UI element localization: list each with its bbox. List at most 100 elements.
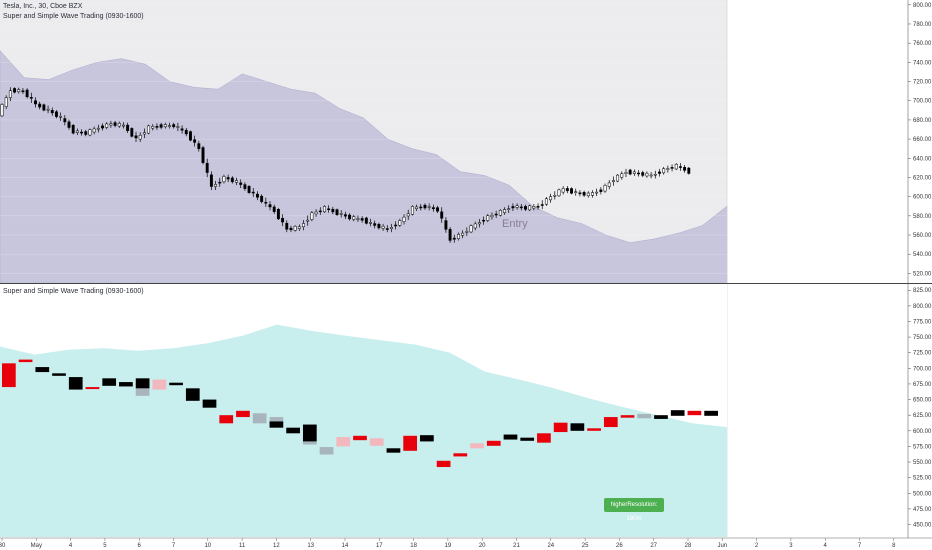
top-axis-label: 640.00 <box>913 156 932 162</box>
price-candle <box>168 125 171 127</box>
price-candle <box>239 182 243 185</box>
price-candle <box>524 206 527 210</box>
price-candle <box>607 182 611 187</box>
price-candle <box>687 167 691 174</box>
price-candle <box>205 162 209 173</box>
ha-block <box>68 377 83 390</box>
price-candle <box>645 172 649 177</box>
price-candle <box>457 233 460 239</box>
top-wave-band <box>0 50 728 284</box>
time-axis-label: 12 <box>273 543 280 549</box>
ha-block <box>102 378 117 386</box>
price-candle <box>507 208 511 210</box>
time-axis-label: 18 <box>410 543 417 549</box>
time-axis-label: 8 <box>892 543 896 549</box>
time-axis-label: 14 <box>342 543 349 549</box>
bottom-axis-label: 800.00 <box>913 304 932 310</box>
bottom-axis-label: 650.00 <box>913 398 932 404</box>
price-candle <box>117 123 121 127</box>
price-candle <box>402 216 406 222</box>
price-candle <box>180 128 184 131</box>
bottom-axis-label: 775.00 <box>913 319 932 325</box>
time-axis-label: May <box>31 543 42 549</box>
bottom-indicator-title: Super and Simple Wave Trading (0930-1600… <box>3 288 144 295</box>
price-candle <box>436 207 439 212</box>
price-candle <box>586 192 590 197</box>
ha-block <box>486 440 501 446</box>
bottom-axis-label: 600.00 <box>913 429 932 435</box>
ha-wick-block <box>152 379 167 385</box>
price-candle <box>285 222 289 230</box>
ha-block <box>152 384 167 390</box>
ha-block <box>18 359 33 363</box>
price-candle <box>42 104 46 111</box>
price-candle <box>360 218 364 221</box>
price-candle <box>268 204 272 208</box>
ha-tail-block <box>269 417 284 422</box>
price-candle <box>163 124 167 128</box>
price-candle <box>243 184 247 189</box>
price-candle <box>75 130 79 133</box>
price-candle <box>67 121 71 128</box>
time-axis-label: 7 <box>858 543 862 549</box>
price-candle <box>591 192 594 196</box>
price-candle <box>599 189 603 192</box>
bottom-axis-label: 725.00 <box>913 351 932 357</box>
price-candle <box>477 222 481 225</box>
bottom-axis-label: 700.00 <box>913 366 932 372</box>
ha-tail-block <box>302 441 317 445</box>
price-candle <box>197 143 201 149</box>
ha-block <box>386 448 401 453</box>
time-axis-label: 4 <box>69 543 73 549</box>
price-candle <box>314 211 318 215</box>
price-candle <box>71 124 75 134</box>
top-axis-label: 780.00 <box>913 22 932 28</box>
price-candle <box>427 206 431 208</box>
ha-block <box>470 443 484 449</box>
top-axis-label: 680.00 <box>913 118 932 124</box>
price-candle <box>209 174 213 187</box>
price-candle <box>473 223 477 229</box>
bottom-axis-label: 675.00 <box>913 382 932 388</box>
price-candle <box>151 126 155 129</box>
price-candle <box>683 167 687 171</box>
time-axis-label: 19 <box>445 543 452 549</box>
price-candle <box>335 209 339 215</box>
price-candle <box>214 184 218 187</box>
top-axis-label: 620.00 <box>913 175 932 181</box>
symbol-title: Tesla, Inc., 30, Cboe BZX <box>3 3 83 10</box>
price-candle <box>184 129 188 135</box>
price-candle <box>553 195 557 197</box>
price-candle <box>281 218 285 223</box>
ha-block <box>135 378 150 389</box>
time-axis-bg <box>0 538 932 550</box>
time-axis-label: 26 <box>616 543 623 549</box>
price-candle <box>293 226 297 231</box>
top-axis-label: 700.00 <box>913 99 932 105</box>
top-axis-label: 600.00 <box>913 195 932 201</box>
price-candle <box>25 89 29 98</box>
price-candle <box>628 169 632 175</box>
price-candle <box>515 205 519 208</box>
price-candle <box>658 171 661 174</box>
price-candle <box>415 206 419 209</box>
price-candle <box>142 132 146 135</box>
ha-block <box>654 415 668 419</box>
ha-block <box>369 438 384 446</box>
price-candle <box>46 108 50 111</box>
ha-block <box>603 417 618 428</box>
ha-block <box>185 388 200 401</box>
time-axis-label: Jun <box>717 543 727 549</box>
price-candle <box>574 191 578 193</box>
price-candle <box>390 227 393 229</box>
price-candle <box>29 97 33 99</box>
price-candle <box>444 220 448 230</box>
price-candle <box>356 218 360 220</box>
price-candle <box>632 171 636 174</box>
time-axis-label: 3 <box>789 543 793 549</box>
top-axis-label: 760.00 <box>913 41 932 47</box>
price-candle <box>226 177 230 180</box>
price-candle <box>532 206 536 209</box>
ha-block <box>2 363 16 388</box>
